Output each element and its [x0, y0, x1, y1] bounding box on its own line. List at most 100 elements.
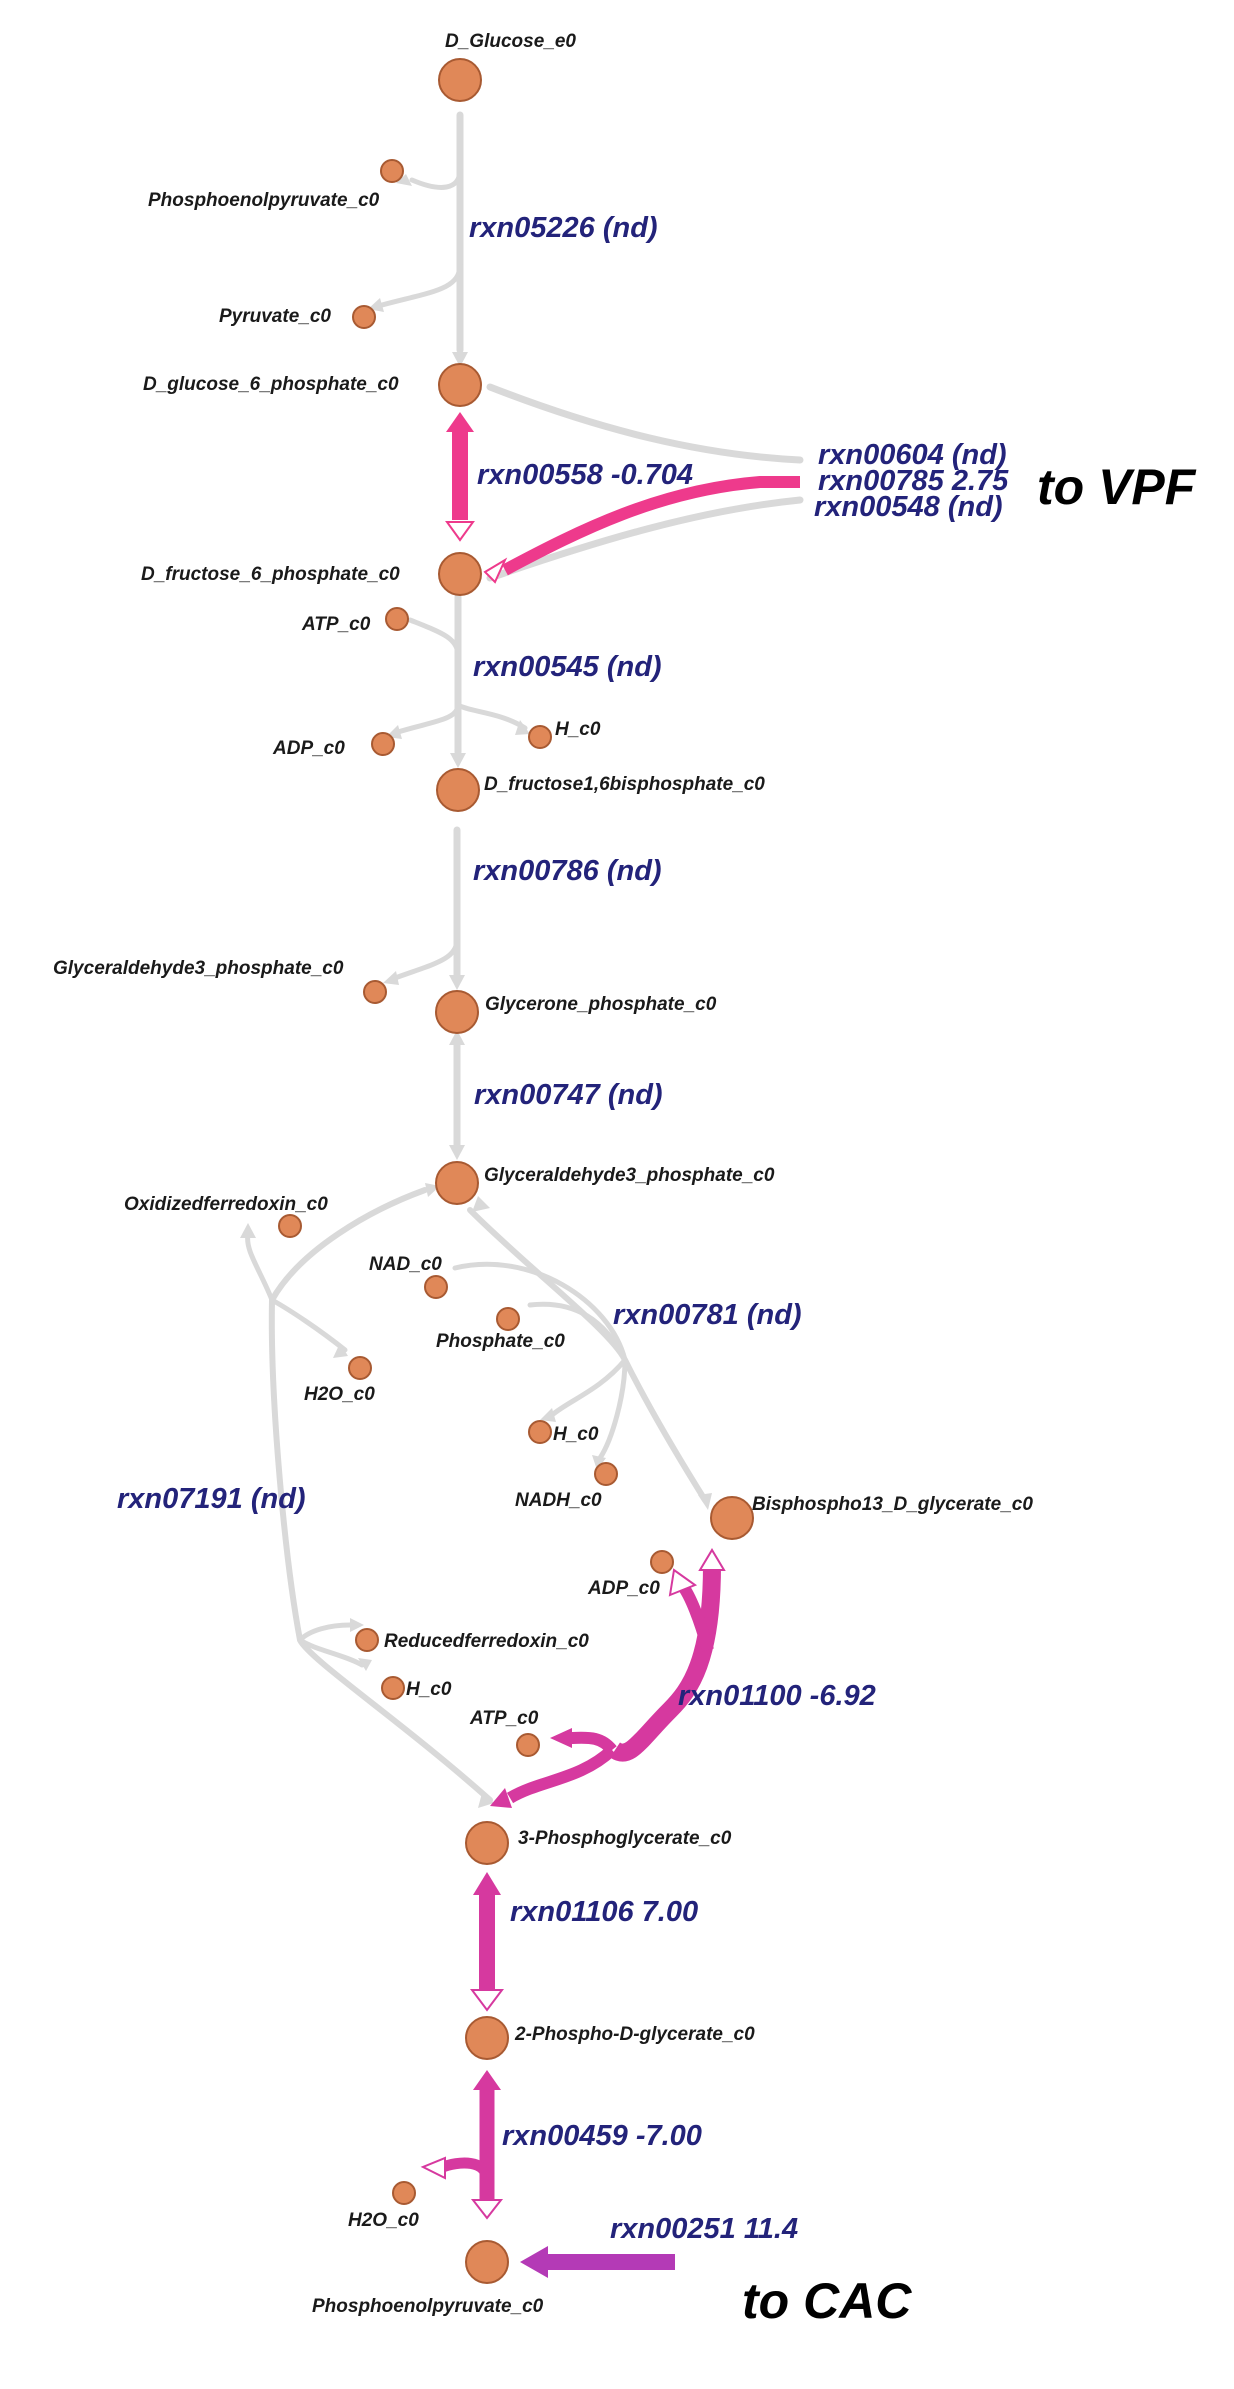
rxn00545-h-edge[interactable] — [455, 702, 528, 731]
rxn00604-edge[interactable] — [486, 383, 804, 464]
to-vpf-label: to VPF — [1037, 459, 1197, 515]
label-rxn00785[interactable]: rxn00785 2.75 — [818, 465, 1009, 497]
node-glucose-e0[interactable] — [438, 58, 482, 102]
rxn00781-nadh-edge[interactable] — [597, 1357, 628, 1461]
label-fbp: D_fructose1,6bisphosphate_c0 — [484, 774, 765, 795]
label-adp-b: ADP_c0 — [587, 1578, 660, 1599]
arrowhead — [449, 1030, 465, 1045]
label-nad: NAD_c0 — [369, 1254, 442, 1275]
arrowhead — [420, 2156, 446, 2180]
node-f6p[interactable] — [438, 552, 482, 596]
label-rxn01100[interactable]: rxn01100 -6.92 — [678, 1680, 876, 1712]
label-2pg: 2-Phospho-D-glycerate_c0 — [514, 2024, 755, 2045]
rxn07191-edge[interactable] — [268, 1187, 493, 1803]
node-adp-a[interactable] — [371, 732, 395, 756]
node-bpg[interactable] — [710, 1496, 754, 1540]
label-gap-b: Glyceraldehyde3_phosphate_c0 — [484, 1165, 775, 1186]
node-h2o-a[interactable] — [348, 1356, 372, 1380]
label-pyruvate: Pyruvate_c0 — [219, 306, 331, 327]
rxn07191-h2o-edge[interactable] — [269, 1297, 348, 1353]
label-rxn00747[interactable]: rxn00747 (nd) — [474, 1079, 663, 1111]
label-atp-b: ATP_c0 — [469, 1708, 539, 1729]
label-bpg: Bisphospho13_D_glycerate_c0 — [752, 1494, 1033, 1515]
label-rxn00604[interactable]: rxn00604 (nd) — [818, 439, 1007, 471]
node-nadh[interactable] — [594, 1462, 618, 1486]
arrowhead — [445, 521, 475, 542]
arrowhead — [383, 971, 399, 985]
label-gap-a: Glyceraldehyde3_phosphate_c0 — [53, 958, 344, 979]
node-redfd[interactable] — [355, 1628, 379, 1652]
inactive-reaction-edges — [240, 111, 804, 1808]
label-rxn07191[interactable]: rxn07191 (nd) — [117, 1483, 306, 1515]
arrowhead — [470, 1989, 504, 2012]
node-pep-b[interactable] — [465, 2240, 509, 2284]
node-atp-b[interactable] — [516, 1733, 540, 1757]
label-rxn00548[interactable]: rxn00548 (nd) — [814, 491, 1003, 523]
rxn00781-nad-edge[interactable] — [452, 1261, 628, 1363]
label-rxn00459[interactable]: rxn00459 -7.00 — [502, 2120, 702, 2152]
node-pep-a[interactable] — [380, 159, 404, 183]
node-pyruvate[interactable] — [352, 305, 376, 329]
node-3pg[interactable] — [465, 1821, 509, 1865]
rxn07191-redfd-edge[interactable] — [297, 1622, 353, 1643]
to-cac-label: to CAC — [742, 2273, 912, 2329]
label-rxn00786[interactable]: rxn00786 (nd) — [473, 855, 662, 887]
arrowhead — [540, 1408, 556, 1422]
node-gap-a[interactable] — [363, 980, 387, 1004]
node-h-c[interactable] — [381, 1676, 405, 1700]
label-dhap: Glycerone_phosphate_c0 — [485, 994, 717, 1015]
arrowhead — [483, 557, 508, 584]
node-fbp[interactable] — [436, 768, 480, 812]
label-rxn00545[interactable]: rxn00545 (nd) — [473, 651, 662, 683]
rxn00781-h-edge[interactable] — [549, 1357, 628, 1418]
label-rxn00558[interactable]: rxn00558 -0.704 — [477, 459, 693, 491]
rxn00781-phosphate-edge[interactable] — [527, 1301, 628, 1363]
rxn01100-atp-edge[interactable] — [569, 1731, 617, 1755]
label-g6p: D_glucose_6_phosphate_c0 — [143, 374, 399, 395]
arrowhead — [473, 2070, 501, 2090]
label-rxn00781[interactable]: rxn00781 (nd) — [613, 1299, 802, 1331]
arrowhead — [396, 174, 412, 186]
node-h-b[interactable] — [528, 1420, 552, 1444]
arrowhead — [668, 1568, 698, 1597]
label-h2o-b: H2O_c0 — [348, 2210, 419, 2231]
rxn00545-adp-edge[interactable] — [395, 702, 461, 735]
node-h2o-b[interactable] — [392, 2181, 416, 2205]
node-h-a[interactable] — [528, 725, 552, 749]
label-f6p: D_fructose_6_phosphate_c0 — [141, 564, 400, 585]
rxn07191-oxfd-edge[interactable] — [245, 1232, 275, 1303]
rxn05226-pep-edge[interactable] — [409, 167, 463, 190]
reaction-labels: rxn05226 (nd) rxn00558 -0.704 rxn00604 (… — [117, 212, 1009, 2245]
label-pep-a: Phosphoenolpyruvate_c0 — [148, 190, 380, 211]
node-phosphate[interactable] — [496, 1307, 520, 1331]
label-rxn00251[interactable]: rxn00251 11.4 — [610, 2213, 798, 2245]
rxn00781-edge[interactable] — [467, 1207, 708, 1503]
rxn07191-h-edge[interactable] — [297, 1637, 365, 1668]
node-oxfd[interactable] — [278, 1214, 302, 1238]
label-rxn05226[interactable]: rxn05226 (nd) — [469, 212, 658, 244]
node-atp-a[interactable] — [385, 607, 409, 631]
rxn00545-atp-edge[interactable] — [407, 617, 461, 658]
arrowhead — [472, 1196, 490, 1212]
rxn00786-gap-edge[interactable] — [392, 937, 460, 981]
node-g6p[interactable] — [438, 363, 482, 407]
node-gap-b[interactable] — [435, 1161, 479, 1205]
arrowhead — [452, 352, 468, 367]
node-adp-b[interactable] — [650, 1550, 674, 1574]
node-nad[interactable] — [424, 1275, 448, 1299]
rxn05226-pyruvate-edge[interactable] — [379, 262, 463, 308]
rxn00548-edge[interactable] — [486, 496, 804, 582]
label-pep-b: Phosphoenolpyruvate_c0 — [312, 2296, 544, 2317]
arrowhead — [478, 1793, 494, 1808]
arrowhead — [449, 975, 465, 990]
rxn01100-3pg-edge[interactable] — [506, 1745, 617, 1804]
node-2pg[interactable] — [465, 2016, 509, 2060]
arrowhead — [515, 720, 530, 735]
rxn00785-edge[interactable] — [502, 476, 800, 576]
label-nadh: NADH_c0 — [515, 1490, 602, 1511]
label-rxn01106[interactable]: rxn01106 7.00 — [510, 1896, 698, 1928]
node-dhap[interactable] — [435, 990, 479, 1034]
arrowhead — [473, 1872, 501, 1895]
label-h-c: H_c0 — [406, 1679, 452, 1700]
